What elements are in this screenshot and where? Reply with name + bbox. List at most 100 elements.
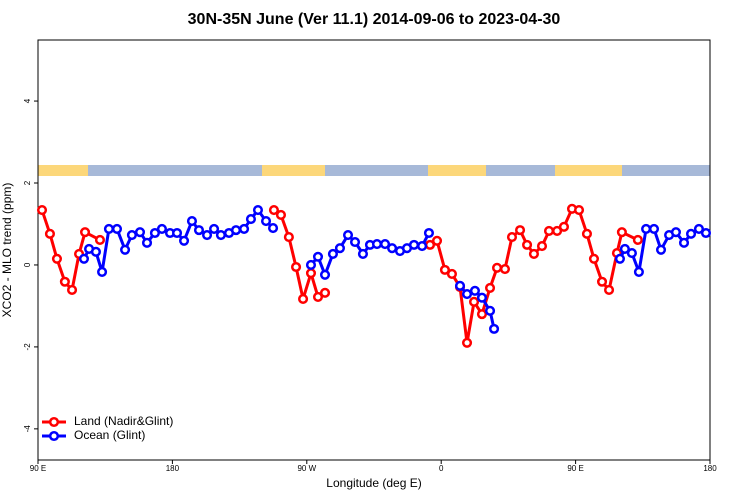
data-point: [126, 229, 137, 241]
data-point: [134, 227, 146, 238]
data-point: [342, 229, 354, 241]
data-point: [632, 234, 643, 246]
data-point: [536, 241, 548, 252]
y-tick-label: -4: [23, 425, 32, 433]
data-point: [186, 216, 198, 227]
x-tick-label: 90 W: [297, 464, 316, 473]
data-point: [633, 266, 644, 277]
data-point: [670, 227, 682, 238]
data-point: [283, 232, 294, 243]
data-point: [693, 223, 704, 234]
data-point: [626, 248, 637, 259]
data-point: [149, 227, 160, 239]
data-point: [319, 287, 331, 298]
data-point: [371, 239, 383, 250]
data-point: [685, 228, 697, 239]
x-tick-label: 0: [439, 464, 444, 473]
data-point: [298, 293, 309, 305]
y-axis-label: XCO2 - MLO trend (ppm): [0, 183, 14, 318]
data-point: [275, 209, 287, 221]
data-point: [700, 227, 712, 239]
data-point: [499, 264, 511, 275]
data-point: [417, 241, 428, 252]
data-point: [171, 227, 183, 239]
data-point: [543, 225, 555, 236]
data-point: [558, 221, 570, 232]
data-point: [90, 246, 101, 257]
data-point: [305, 268, 317, 279]
data-point: [97, 266, 108, 277]
legend-label: Land (Nadir&Glint): [74, 414, 173, 428]
x-tick-label: 90 E: [30, 464, 46, 473]
data-point: [528, 248, 539, 259]
data-point: [423, 227, 435, 239]
plot-frame: [37, 39, 711, 461]
data-point: [156, 223, 167, 234]
data-point: [489, 323, 500, 334]
data-point: [178, 235, 190, 246]
data-point: [201, 229, 213, 241]
x-axis-label: Longitude (deg E): [326, 476, 421, 490]
data-point: [678, 237, 690, 248]
data-point: [655, 244, 667, 255]
data-point: [260, 216, 272, 227]
data-point: [94, 234, 106, 246]
data-point: [36, 204, 48, 216]
data-point: [454, 280, 466, 291]
data-point: [319, 269, 331, 280]
data-point: [103, 223, 114, 234]
data-point: [312, 291, 324, 302]
data-point: [408, 239, 420, 250]
data-point: [616, 227, 627, 238]
data-point: [59, 276, 70, 287]
x-tick-label: 90 E: [567, 464, 583, 473]
data-point: [230, 225, 242, 236]
data-point: [327, 248, 338, 259]
data-point: [78, 253, 90, 264]
legend-marker: [48, 430, 60, 442]
data-point: [596, 276, 608, 287]
land-strip: [262, 165, 325, 176]
data-point: [268, 223, 279, 234]
legend-marker: [48, 416, 60, 428]
data-point: [439, 264, 450, 275]
data-point: [469, 285, 480, 296]
data-point: [588, 253, 600, 264]
data-point: [111, 223, 123, 234]
data-point: [193, 225, 205, 236]
data-point: [484, 282, 496, 293]
data-point: [290, 261, 302, 273]
land-strip: [38, 165, 88, 176]
y-tick-label: -2: [23, 343, 32, 351]
data-point: [51, 253, 63, 264]
data-point: [209, 223, 220, 234]
data-point: [552, 225, 563, 236]
data-point: [380, 239, 391, 250]
data-point: [252, 204, 264, 216]
data-point: [604, 284, 615, 296]
land-strip: [555, 165, 622, 176]
legend-label: Ocean (Glint): [74, 428, 145, 442]
data-point: [431, 235, 443, 246]
data-point: [514, 225, 526, 236]
data-point: [641, 223, 652, 234]
data-point: [469, 296, 480, 307]
data-point: [305, 259, 317, 271]
data-point: [648, 223, 660, 234]
data-point: [215, 229, 226, 241]
data-point: [522, 239, 533, 250]
data-point: [581, 228, 592, 239]
data-point: [387, 243, 398, 254]
data-point: [506, 232, 518, 243]
x-tick-label: 180: [703, 464, 717, 473]
data-point: [476, 292, 488, 303]
data-point: [120, 244, 131, 255]
data-point: [44, 228, 55, 239]
y-tick-label: 2: [23, 180, 32, 185]
data-point: [619, 243, 630, 255]
data-point: [461, 337, 473, 348]
data-point: [357, 248, 368, 259]
y-tick-label: 0: [23, 262, 32, 267]
data-point: [461, 288, 473, 300]
